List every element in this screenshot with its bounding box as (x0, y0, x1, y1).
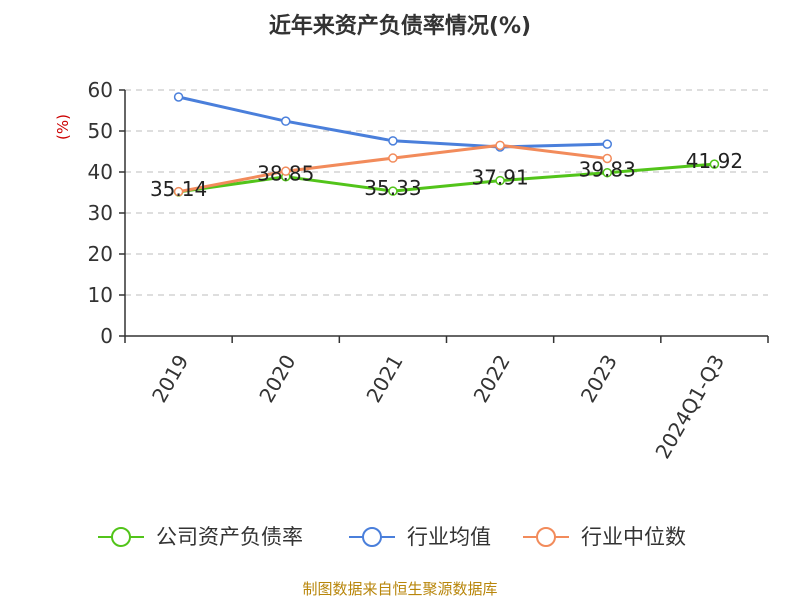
data-point (602, 167, 612, 178)
data-point (602, 153, 612, 164)
y-tick-label: 50 (88, 119, 113, 143)
y-tick-label: 30 (88, 201, 113, 225)
y-tick-labels: 0 10 20 30 40 50 60 (88, 78, 113, 348)
legend[interactable]: 公司资产负债率 行业均值 行业中位数 (98, 525, 686, 549)
x-tick-label: 2024Q1-Q3 (650, 351, 729, 463)
y-tick-label: 0 (100, 324, 113, 348)
legend-item-2[interactable]: 行业中位数 (523, 525, 686, 549)
data-label: 35.33 (364, 176, 421, 200)
data-label: 37.91 (471, 166, 528, 190)
legend-swatch-marker (111, 527, 131, 547)
y-tick-label: 60 (88, 78, 113, 102)
data-label: 35.14 (150, 177, 207, 201)
legend-label: 行业中位数 (581, 525, 686, 549)
x-tick-label: 2020 (254, 351, 300, 407)
data-point (173, 92, 184, 102)
series-lines (173, 92, 720, 197)
series-line-0 (178, 162, 715, 194)
y-tick-label: 20 (88, 242, 113, 266)
legend-item-1[interactable]: 行业均值 (349, 525, 491, 549)
y-axis-label: (%) (54, 114, 72, 140)
data-point (281, 166, 291, 176)
x-tick-label: 2021 (361, 351, 407, 407)
data-point (709, 159, 720, 169)
data-labels: 35.14 38.85 35.33 37.91 39.83 41.92 (150, 149, 743, 201)
x-tick-labels: 2019 2020 2021 2022 2023 2024Q1-Q3 (147, 351, 729, 463)
source-note: 制图数据来自恒生聚源数据库 (302, 580, 497, 598)
data-point (388, 153, 398, 163)
data-point (388, 186, 398, 196)
data-point (495, 140, 505, 151)
data-point (173, 186, 184, 197)
legend-item-0[interactable]: 公司资产负债率 (98, 525, 303, 549)
legend-swatch-marker (536, 527, 556, 547)
y-tick-label: 40 (88, 160, 113, 184)
x-tick-label: 2023 (576, 351, 622, 407)
data-point (388, 136, 398, 146)
legend-label: 行业均值 (407, 525, 491, 549)
data-point (495, 175, 505, 186)
data-label: 41.92 (686, 149, 743, 173)
x-tick-label: 2022 (469, 351, 515, 407)
axes (119, 89, 769, 343)
data-label: 39.83 (579, 158, 636, 182)
grid-lines (125, 89, 768, 296)
data-point (602, 139, 612, 149)
data-label: 38.85 (257, 162, 314, 186)
legend-swatch-marker (362, 527, 382, 547)
chart-title: 近年来资产负债率情况(%) (269, 13, 531, 39)
x-tick-label: 2019 (147, 351, 193, 407)
data-point (281, 116, 291, 126)
legend-label: 公司资产负债率 (156, 525, 303, 549)
y-tick-label: 10 (88, 283, 113, 307)
